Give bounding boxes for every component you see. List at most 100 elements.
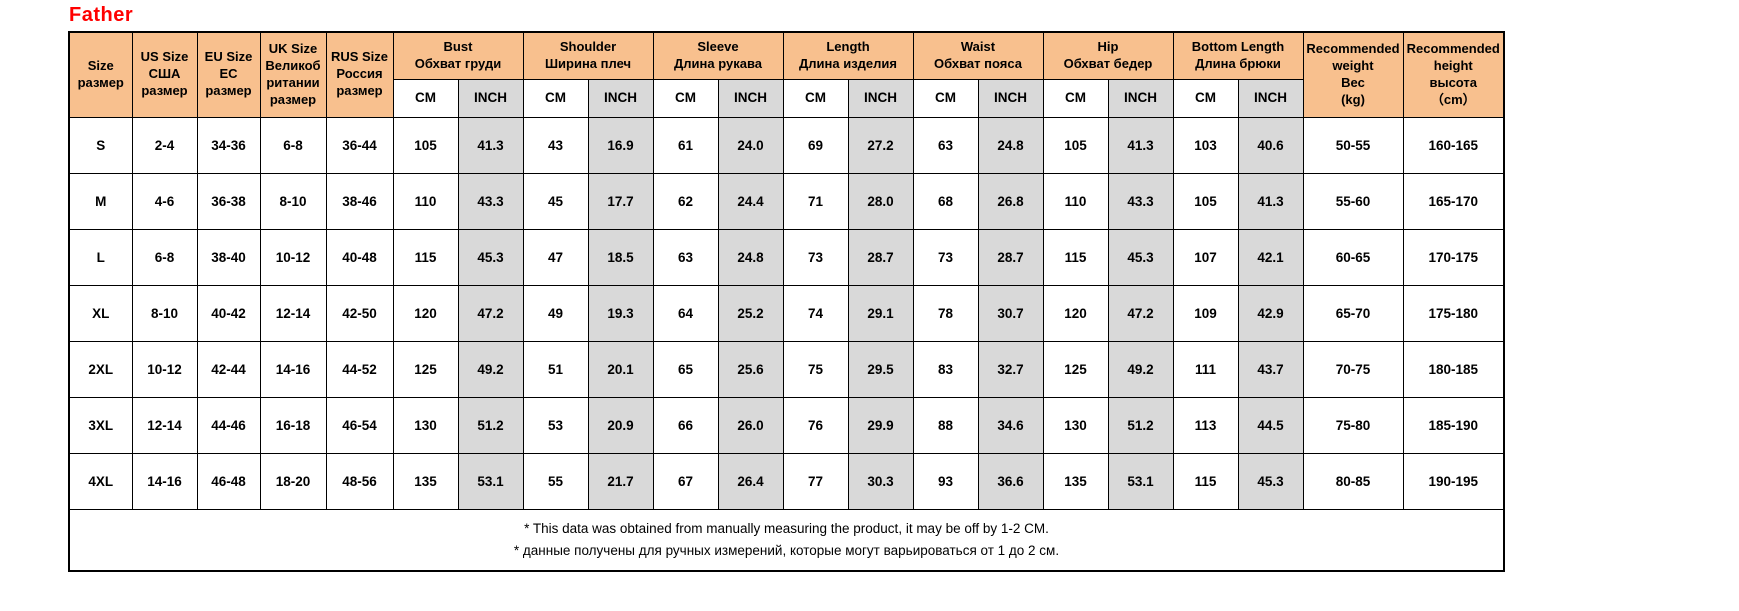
shoulder-inch-cell: 19.3	[587, 284, 654, 342]
bust-cm-cell: 125	[392, 340, 459, 398]
size-chart-table: Size размер US Size США размер EU Size E…	[68, 31, 1505, 572]
bust-cm-cell: 135	[392, 452, 459, 510]
size-cell: S	[68, 116, 133, 174]
length-cm-cell: 75	[782, 340, 849, 398]
waist-cm-header: CM	[912, 78, 979, 118]
rus-size-cell: 40-48	[325, 228, 394, 286]
rus-size-cell: 38-46	[325, 172, 394, 230]
height-cell: 175-180	[1402, 284, 1505, 342]
us-size-cell: 10-12	[131, 340, 198, 398]
waist-cm-cell: 93	[912, 452, 979, 510]
shoulder-cm-cell: 47	[522, 228, 589, 286]
rus-size-cell: 42-50	[325, 284, 394, 342]
waist-inch-cell: 30.7	[977, 284, 1044, 342]
size-cell: XL	[68, 284, 133, 342]
shoulder-inch-cell: 16.9	[587, 116, 654, 174]
col-header-uk-size: UK Size Великоб ритании размер	[259, 31, 327, 118]
length-cm-cell: 69	[782, 116, 849, 174]
sleeve-inch-cell: 24.8	[717, 228, 784, 286]
hip-inch-cell: 47.2	[1107, 284, 1174, 342]
waist-inch-cell: 32.7	[977, 340, 1044, 398]
us-size-cell: 2-4	[131, 116, 198, 174]
table-row: 3XL 12-14 44-46 16-18 46-54 130 51.2 53 20.9 66 26…	[68, 396, 1505, 454]
header-row-units: CM INCH CM INCH CM INCH CM INCH CM INCH …	[69, 78, 1504, 118]
uk-size-cell: 8-10	[259, 172, 327, 230]
rus-size-cell: 36-44	[325, 116, 394, 174]
shoulder-inch-cell: 20.1	[587, 340, 654, 398]
footnote-ru: * данные получены для ручных измерений, …	[513, 542, 1060, 558]
bust-inch-cell: 53.1	[457, 452, 524, 510]
bust-inch-cell: 45.3	[457, 228, 524, 286]
bottom-length-inch-cell: 42.1	[1237, 228, 1304, 286]
weight-cell: 80-85	[1302, 452, 1404, 510]
bust-inch-header: INCH	[457, 78, 524, 118]
sleeve-cm-cell: 61	[652, 116, 719, 174]
waist-cm-cell: 73	[912, 228, 979, 286]
col-header-bottom-length: Bottom Length Длина брюки	[1172, 31, 1304, 80]
height-cell: 165-170	[1402, 172, 1505, 230]
bottom-length-inch-cell: 41.3	[1237, 172, 1304, 230]
length-inch-cell: 29.5	[847, 340, 914, 398]
length-inch-cell: 28.7	[847, 228, 914, 286]
bust-inch-cell: 47.2	[457, 284, 524, 342]
bust-cm-cell: 120	[392, 284, 459, 342]
col-header-us-size: US Size США размер	[131, 31, 198, 118]
hip-cm-cell: 130	[1042, 396, 1109, 454]
col-header-size: Size размер	[68, 31, 133, 118]
shoulder-cm-cell: 51	[522, 340, 589, 398]
col-header-length: Length Длина изделия	[782, 31, 914, 80]
waist-cm-cell: 88	[912, 396, 979, 454]
table-row: M 4-6 36-38 8-10 38-46 110 43.3 45 17.7 62 24.4 71 2…	[68, 172, 1505, 230]
hip-cm-cell: 110	[1042, 172, 1109, 230]
uk-size-cell: 16-18	[259, 396, 327, 454]
sleeve-inch-cell: 24.4	[717, 172, 784, 230]
bottom-length-cm-cell: 105	[1172, 172, 1239, 230]
eu-size-cell: 40-42	[196, 284, 261, 342]
table-row: 2XL 10-12 42-44 14-16 44-52 125 49.2 51 20.1 65 25…	[68, 340, 1505, 398]
sleeve-inch-cell: 26.0	[717, 396, 784, 454]
size-cell: 4XL	[68, 452, 133, 510]
length-inch-header: INCH	[847, 78, 914, 118]
waist-inch-header: INCH	[977, 78, 1044, 118]
footnote-row: * This data was obtained from manually m…	[68, 508, 1505, 572]
waist-inch-cell: 28.7	[977, 228, 1044, 286]
sleeve-cm-header: CM	[652, 78, 719, 118]
height-cell: 160-165	[1402, 116, 1505, 174]
eu-size-cell: 44-46	[196, 396, 261, 454]
bust-cm-cell: 110	[392, 172, 459, 230]
hip-inch-cell: 43.3	[1107, 172, 1174, 230]
size-cell: 2XL	[68, 340, 133, 398]
waist-inch-cell: 36.6	[977, 452, 1044, 510]
bust-cm-cell: 130	[392, 396, 459, 454]
waist-cm-cell: 68	[912, 172, 979, 230]
bust-inch-cell: 51.2	[457, 396, 524, 454]
us-size-cell: 6-8	[131, 228, 198, 286]
sleeve-inch-header: INCH	[717, 78, 784, 118]
sleeve-cm-cell: 63	[652, 228, 719, 286]
height-cell: 170-175	[1402, 228, 1505, 286]
col-header-sleeve: Sleeve Длина рукава	[652, 31, 784, 80]
length-cm-cell: 71	[782, 172, 849, 230]
bottom-length-cm-cell: 113	[1172, 396, 1239, 454]
shoulder-inch-cell: 20.9	[587, 396, 654, 454]
hip-cm-header: CM	[1042, 78, 1109, 118]
col-header-eu-size: EU Size EC размер	[196, 31, 261, 118]
bottom-length-inch-cell: 40.6	[1237, 116, 1304, 174]
length-inch-cell: 30.3	[847, 452, 914, 510]
col-header-recommended-height: Recommended height высота （cm）	[1402, 31, 1505, 118]
sleeve-inch-cell: 25.2	[717, 284, 784, 342]
col-header-hip: Hip Обхват бедер	[1042, 31, 1174, 80]
rus-size-cell: 48-56	[325, 452, 394, 510]
hip-cm-cell: 135	[1042, 452, 1109, 510]
uk-size-cell: 14-16	[259, 340, 327, 398]
bust-cm-header: CM	[392, 78, 459, 118]
footnotes-cell: * This data was obtained from manually m…	[68, 508, 1505, 572]
bottom-length-cm-cell: 109	[1172, 284, 1239, 342]
length-cm-cell: 77	[782, 452, 849, 510]
weight-cell: 65-70	[1302, 284, 1404, 342]
col-header-bust: Bust Обхват груди	[392, 31, 524, 80]
size-chart-page: Father Size размер US Size США размер EU…	[68, 4, 1505, 572]
length-inch-cell: 28.0	[847, 172, 914, 230]
eu-size-cell: 38-40	[196, 228, 261, 286]
uk-size-cell: 10-12	[259, 228, 327, 286]
